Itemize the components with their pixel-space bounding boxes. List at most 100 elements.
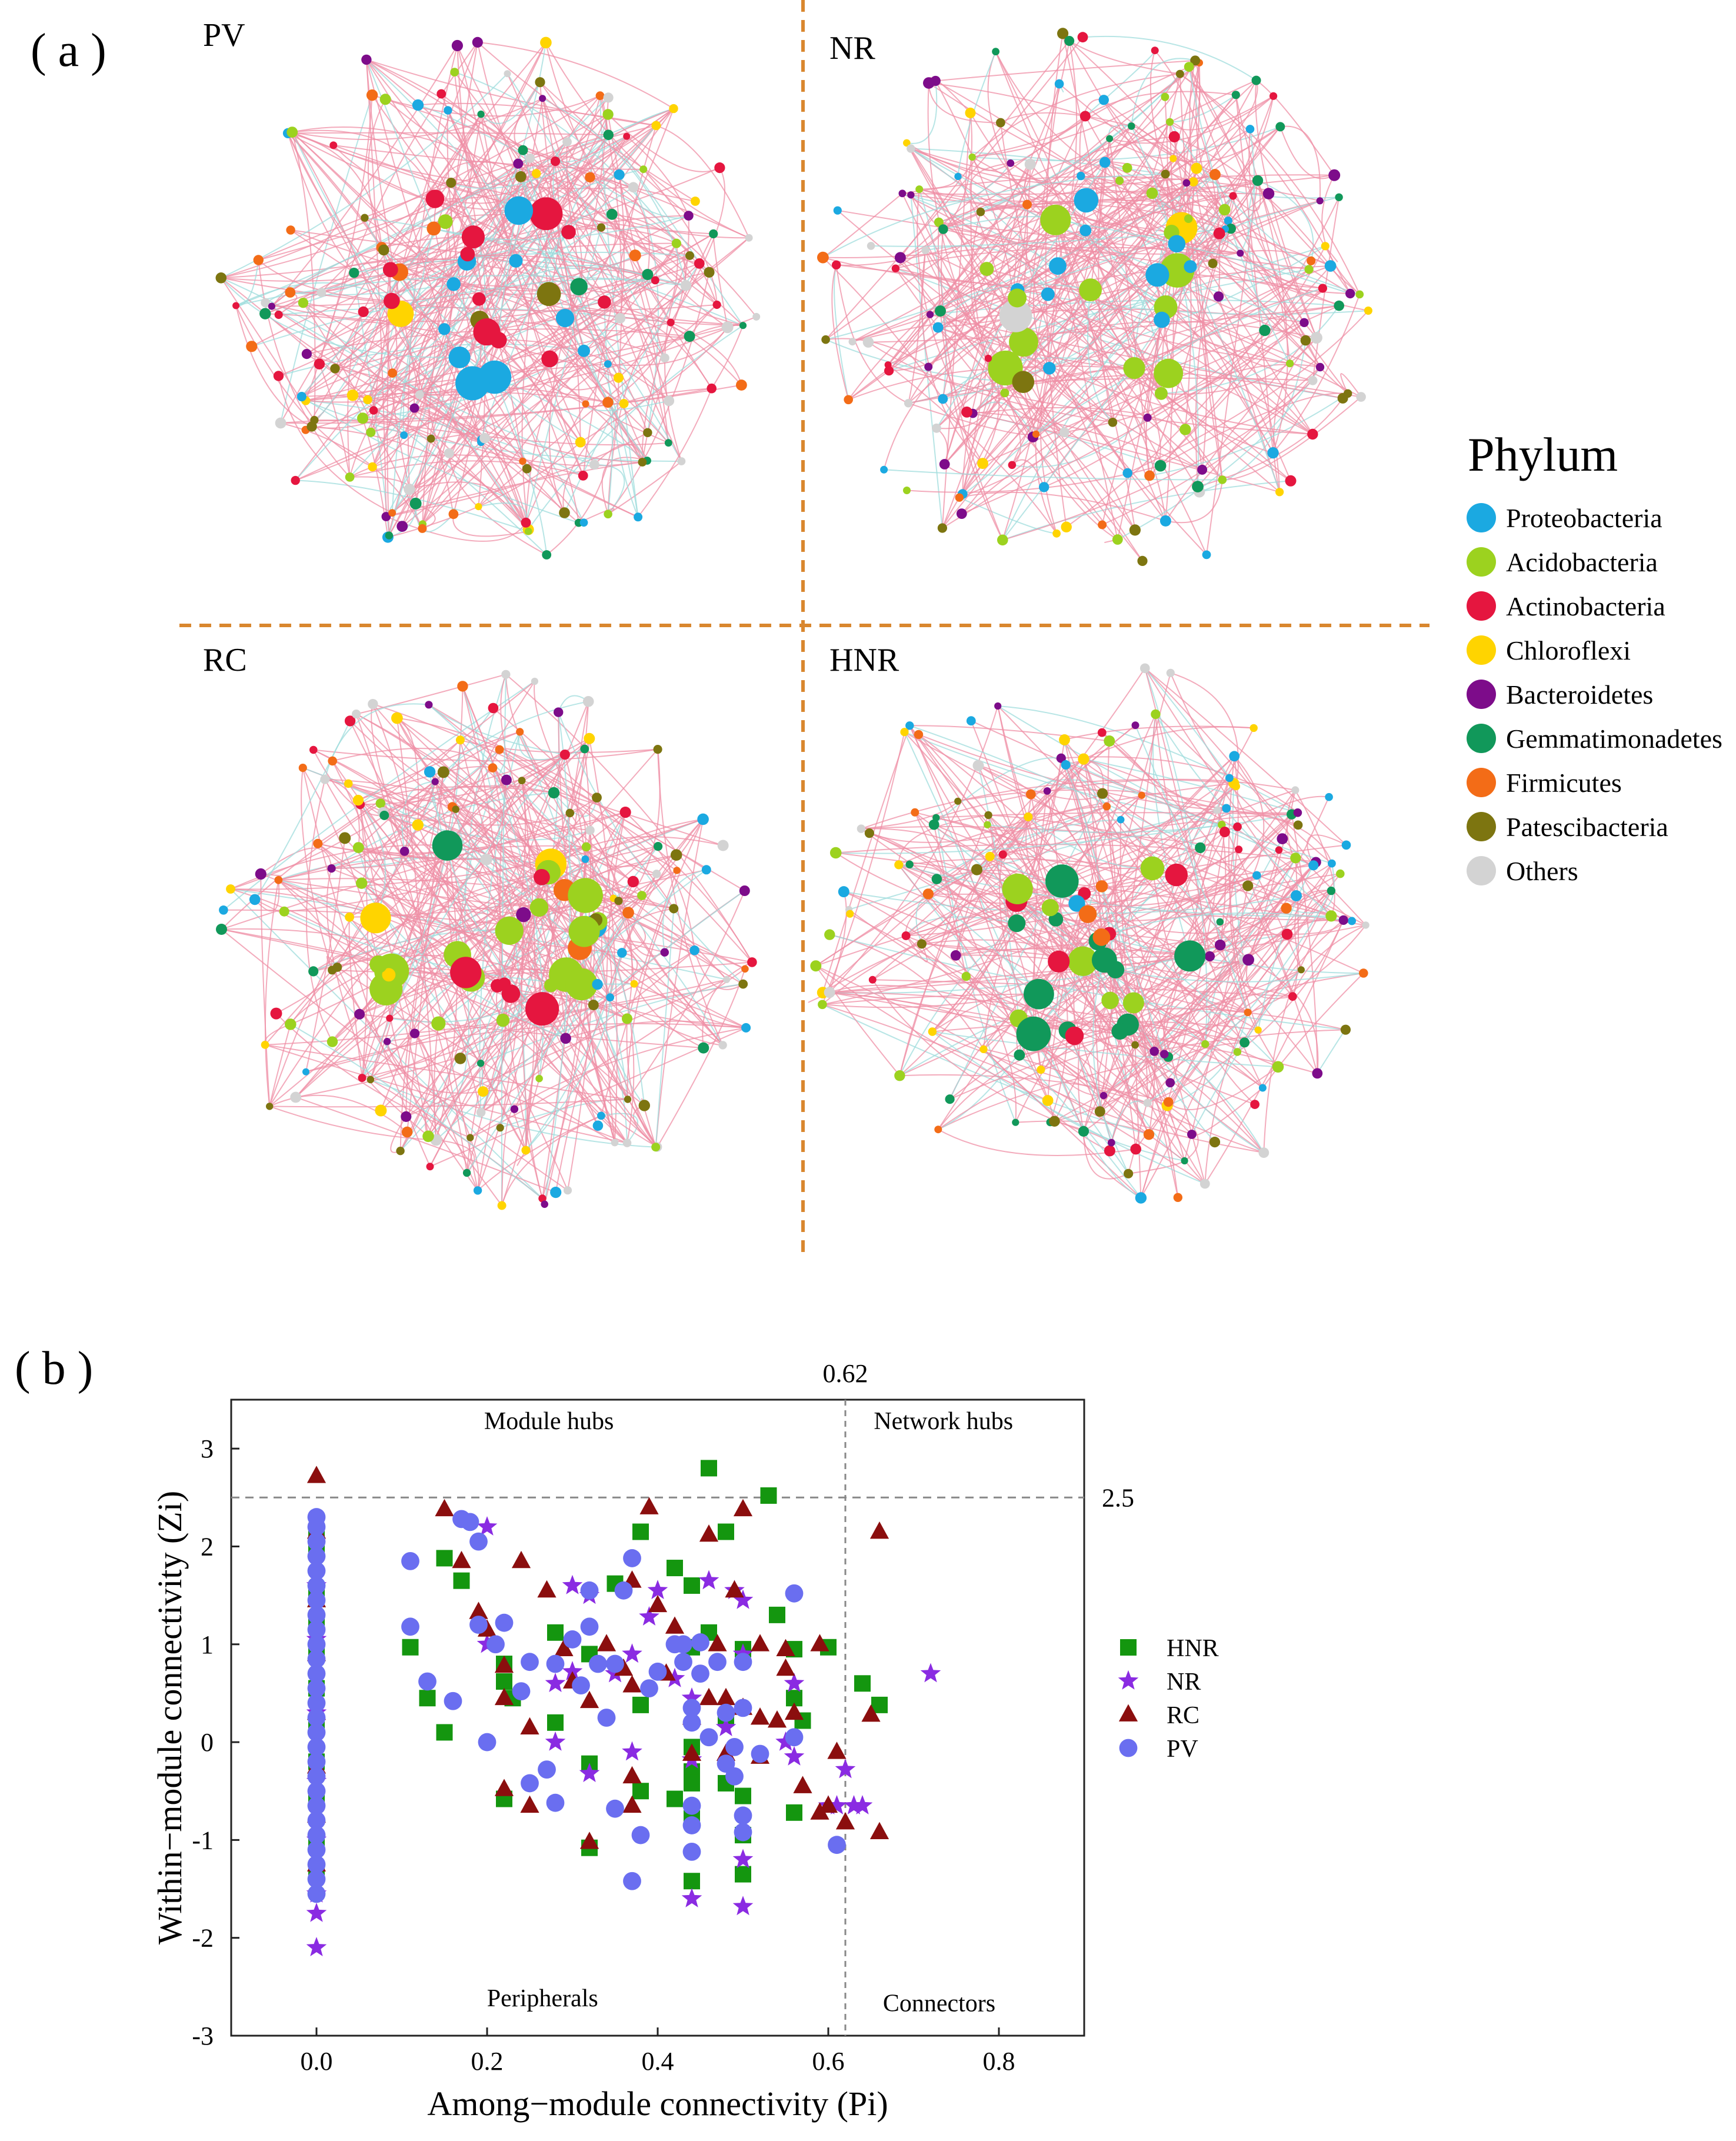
network-edge [567,926,596,1191]
network-edge [521,914,543,1199]
node-acidobacteria [357,412,369,424]
node-actinobacteria [1079,111,1091,122]
network-edge [1154,1028,1206,1052]
node-others [862,337,874,348]
node-others [1140,663,1150,674]
node-proteobacteria [438,323,451,335]
network-edge [325,778,634,883]
network-edge [906,142,1207,555]
node-patescibacteria [1057,28,1069,39]
network-edge [480,114,718,305]
node-proteobacteria [550,1187,562,1198]
network-edge [292,98,543,141]
node-actinobacteria [1307,428,1318,440]
node-patescibacteria [653,745,662,754]
node-gemmatimonadetes [1216,918,1224,926]
network-edge [1239,129,1255,254]
node-firmicutes [1307,256,1316,265]
node-firmicutes [736,379,747,391]
node-gemmatimonadetes [1225,224,1236,234]
node-gemmatimonadetes [1239,1037,1250,1048]
node-bacteroidetes [924,362,933,371]
node-others [585,825,595,835]
network-edge [978,765,1102,887]
node-firmicutes [1144,470,1155,481]
node-acidobacteria [379,94,391,105]
node-firmicutes [418,524,427,533]
node-chloroflexi [1042,1095,1054,1106]
network-edge [1084,893,1191,957]
network-panels: PV NR RC HNR [203,17,1372,1210]
node-actinobacteria [309,745,318,754]
node-chloroflexi [928,1027,937,1036]
point-rc [469,1601,488,1619]
node-actinobacteria [623,132,631,140]
node-gemmatimonadetes [1252,175,1264,187]
node-chloroflexi [977,458,988,470]
network-edge [942,204,1028,399]
point-rc [579,1832,599,1849]
network-edge [348,917,363,1078]
point-pv [307,1752,326,1771]
node-patescibacteria [976,207,985,217]
node-firmicutes [286,225,295,235]
node-chloroflexi [261,1041,269,1049]
node-bacteroidetes [994,702,1002,710]
point-nr [545,1673,566,1692]
network-edge [641,234,714,462]
network-edge [391,279,656,514]
node-firmicutes [488,763,498,773]
network-edge [389,754,566,1019]
y-axis-label: Within−module connectivity (Zi) [151,1491,189,1944]
node-proteobacteria [1202,550,1211,560]
node-acidobacteria [651,1143,661,1152]
point-rc [818,1795,838,1813]
node-actinobacteria [1269,92,1278,100]
x-axis-label: Among−module connectivity (Pi) [427,2085,888,2123]
node-proteobacteria [424,766,436,778]
network-edge [1064,725,1254,741]
node-patescibacteria [215,272,227,284]
node-others [316,288,326,297]
point-rc [750,1634,770,1651]
node-proteobacteria [1224,217,1232,225]
network-edge [235,305,373,468]
network-edge [607,114,720,172]
network-edge [848,909,1120,1032]
network-edge [934,757,1061,825]
network-edge [235,305,312,427]
node-others [999,299,1032,332]
node-gemmatimonadetes [1012,1118,1019,1126]
node-actinobacteria [667,318,675,327]
network-edge [1061,757,1332,864]
node-patescibacteria [588,1000,599,1011]
node-patescibacteria [685,251,694,260]
legend-swatch-chloroflexi [1467,635,1496,665]
point-rc [511,1550,531,1569]
network-edge [982,126,1281,464]
node-others [1362,921,1370,929]
network-edge [481,993,511,1092]
point-pv [734,1823,752,1842]
network-edge [1232,180,1261,212]
node-acidobacteria [1002,873,1033,904]
node-bacteroidetes [560,1033,571,1044]
network-edge [306,353,565,514]
point-pv [307,1561,326,1580]
node-firmicutes [585,172,595,183]
network-edge [822,903,1077,993]
network-edge [1074,1035,1168,1106]
network-edge [601,1113,638,1144]
node-chloroflexi [903,139,911,147]
node-actinobacteria [1077,32,1088,43]
network-edge [1133,919,1344,1004]
node-proteobacteria [838,886,849,898]
node-actinobacteria [291,475,300,485]
point-rc [537,1580,557,1598]
node-acidobacteria [369,955,388,974]
node-patescibacteria [1340,1024,1351,1035]
network-edge [589,830,633,1019]
network-edge [909,725,1019,1019]
node-gemmatimonadetes [1192,481,1204,492]
node-others [615,313,626,324]
